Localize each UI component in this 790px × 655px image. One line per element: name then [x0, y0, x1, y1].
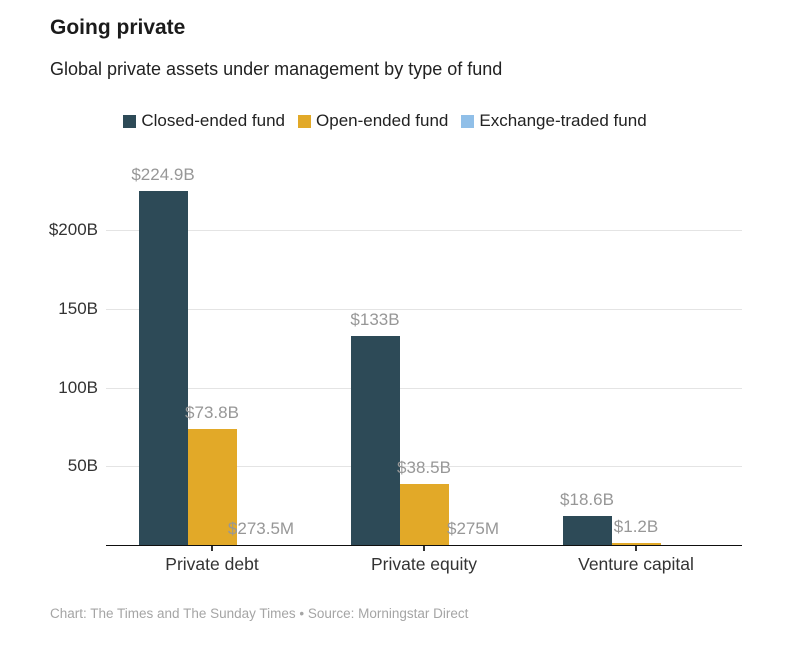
y-axis-tick-label: 100B	[58, 377, 98, 397]
x-axis-line	[106, 544, 742, 546]
bar-private-equity-open-ended-fund[interactable]	[399, 484, 449, 545]
bar-venture-capital-closed-ended-fund[interactable]	[562, 515, 612, 545]
legend-item-open-ended-fund: Open-ended fund	[298, 111, 448, 131]
x-axis-category-label: Private debt	[165, 554, 259, 574]
chart-title: Going private	[50, 16, 186, 39]
gridline-100	[106, 387, 742, 389]
chart-subtitle: Global private assets under management b…	[50, 59, 503, 79]
bar-value-label: $275M	[447, 518, 499, 538]
bar-private-debt-closed-ended-fund[interactable]	[138, 190, 188, 545]
bar-value-label: $273.5M	[227, 518, 295, 538]
bar-private-debt-open-ended-fund[interactable]	[187, 428, 237, 545]
chart-credit: Chart: The Times and The Sunday Times • …	[50, 606, 469, 621]
legend: Closed-ended fund Open-ended fund Exchange…	[0, 111, 770, 131]
gridline-200	[106, 230, 742, 231]
bar-value-label: $38.5B	[397, 458, 451, 478]
gridline-50	[106, 466, 742, 468]
x-axis-category-label: Private equity	[370, 554, 478, 574]
legend-label: Exchange-traded fund	[479, 111, 647, 130]
x-axis-tick	[211, 546, 213, 551]
bar-value-label: $224.9B	[131, 164, 195, 184]
bar-value-label: $73.8B	[185, 402, 239, 422]
y-axis-tick-label: 50B	[67, 456, 98, 476]
bar-value-label: $18.6B	[560, 489, 614, 509]
y-axis-tick-label: 150B	[58, 298, 98, 318]
legend-label: Closed-ended fund	[141, 111, 286, 130]
x-axis-tick	[635, 546, 637, 551]
legend-swatch-open-ended-fund	[298, 114, 312, 128]
x-axis-category-label: Venture capital	[578, 554, 694, 574]
legend-swatch-exchange-traded-fund	[461, 114, 475, 128]
gridline-150	[106, 308, 742, 310]
bar-value-label: $133B	[350, 309, 400, 329]
legend-label: Open-ended fund	[316, 111, 449, 130]
legend-item-closed-ended-fund: Closed-ended fund	[123, 111, 285, 131]
bar-venture-capital-open-ended-fund[interactable]	[611, 543, 661, 545]
legend-swatch-closed-ended-fund	[123, 114, 137, 128]
bar-private-equity-closed-ended-fund[interactable]	[350, 335, 400, 545]
y-axis-tick-label: $200B	[48, 220, 98, 239]
legend-item-exchange-traded-fund: Exchange-traded fund	[461, 111, 647, 131]
bar-value-label: $1.2B	[613, 517, 659, 537]
x-axis-tick	[423, 546, 425, 551]
